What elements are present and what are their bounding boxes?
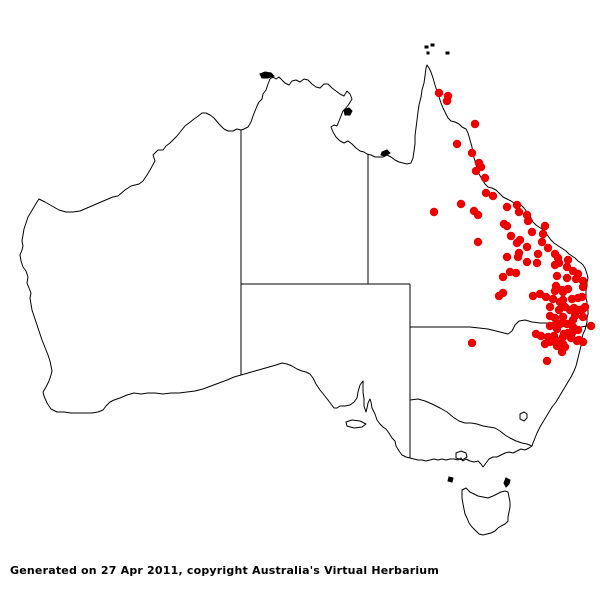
occurrence-dot [528, 291, 538, 301]
occurrence-dot [522, 242, 532, 252]
occurrence-dot [552, 324, 562, 334]
occurrence-dots [429, 88, 596, 366]
occurrence-dot [550, 286, 560, 296]
occurrence-dot [571, 274, 581, 284]
occurrence-dot [481, 188, 491, 198]
occurrence-dot [545, 302, 555, 312]
occurrence-dot [552, 341, 562, 351]
occurrence-dot [569, 303, 579, 313]
occurrence-dot [558, 287, 568, 297]
occurrence-dot [557, 347, 567, 357]
occurrence-dot [548, 294, 558, 304]
state-borders [240, 130, 588, 458]
torres-strait-islet [426, 51, 430, 55]
occurrence-dot [563, 255, 573, 265]
tasmania-coastline [461, 487, 511, 536]
occurrence-dot [502, 252, 512, 262]
occurrence-dot [467, 338, 477, 348]
occurrence-dot [577, 292, 587, 302]
occurrence-dot [550, 313, 560, 323]
occurrence-dot [480, 173, 490, 183]
torres-strait-islet [430, 43, 435, 47]
occurrence-dot [578, 304, 588, 314]
groote-eylandt [343, 107, 353, 116]
occurrence-dot [513, 252, 523, 262]
occurrence-dot [532, 258, 542, 268]
occurrence-dot [540, 339, 550, 349]
flinders-island [503, 477, 511, 488]
tiwi-islands [259, 71, 275, 79]
nsw-vic-border-line [409, 398, 533, 447]
port-phillip-bay [455, 450, 468, 461]
occurrence-dot [467, 148, 477, 158]
occurrence-dot [512, 200, 522, 210]
occurrence-dot [552, 271, 562, 281]
occurrence-dot [538, 229, 548, 239]
occurrence-dot [536, 331, 546, 341]
mainland-coastline [19, 64, 589, 468]
occurrence-dot [578, 312, 588, 322]
occurrence-dot [558, 332, 568, 342]
kangaroo-island [345, 419, 367, 429]
occurrence-dot [542, 356, 552, 366]
occurrence-dot [452, 139, 462, 149]
occurrence-dot [557, 318, 567, 328]
occurrence-dot [512, 238, 522, 248]
occurrence-dot [429, 207, 439, 217]
torres-strait-islet [445, 51, 450, 55]
occurrence-dot [473, 210, 483, 220]
occurrence-dot [566, 333, 576, 343]
torres-strait-islet [424, 45, 429, 49]
occurrence-dot [471, 166, 481, 176]
occurrence-dot [502, 202, 512, 212]
occurrence-dot [541, 292, 551, 302]
king-island [447, 476, 454, 483]
occurrence-dot [578, 337, 588, 347]
occurrence-dot [543, 243, 553, 253]
occurrence-dot [456, 199, 466, 209]
occurrence-dot [473, 237, 483, 247]
occurrence-dot [523, 216, 533, 226]
inland-lake [519, 411, 528, 422]
occurrence-dot [498, 288, 508, 298]
occurrence-dot [586, 321, 596, 331]
occurrence-dot [442, 96, 452, 106]
occurrence-dot [434, 88, 444, 98]
occurrence-dot [514, 207, 524, 217]
occurrence-dot [498, 272, 508, 282]
occurrence-dot [550, 260, 560, 270]
occurrence-dot [537, 237, 547, 247]
occurrence-dot [502, 221, 512, 231]
occurrence-dot [506, 231, 516, 241]
occurrence-dot [522, 257, 532, 267]
occurrence-dot [511, 268, 521, 278]
occurrence-dot [568, 315, 578, 325]
occurrence-dot [540, 221, 550, 231]
occurrence-dot [554, 305, 564, 315]
occurrence-dot [578, 276, 588, 286]
occurrence-dot [578, 282, 588, 292]
occurrence-dot [527, 227, 537, 237]
occurrence-dot [488, 191, 498, 201]
footer-caption: Generated on 27 Apr 2011, copyright Aust… [10, 564, 439, 577]
islands [259, 43, 528, 488]
occurrence-dot [470, 119, 480, 129]
occurrence-dot [562, 273, 572, 283]
mornington-island [380, 149, 391, 157]
occurrence-dot [562, 262, 572, 272]
occurrence-dot [533, 249, 543, 259]
